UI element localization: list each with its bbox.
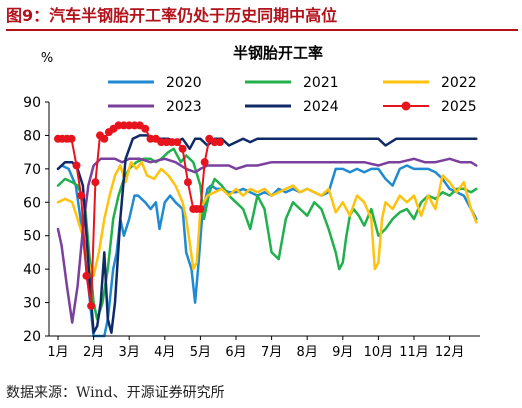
- series-line-2021: [56, 147, 478, 321]
- x-tick-label: 1月: [47, 345, 68, 360]
- series-line-2022: [56, 160, 478, 278]
- y-tick-label: 80: [23, 128, 41, 144]
- series-layer: [54, 121, 478, 338]
- figure-title: 图9：汽车半钢胎开工率仍处于历史同期中高位: [6, 5, 518, 31]
- legend-label-2024: 2024: [303, 99, 339, 115]
- series-point-2025: [82, 271, 91, 280]
- legend-label-2023: 2023: [166, 99, 202, 115]
- x-tick-label: 3月: [119, 345, 140, 360]
- y-tick-label: 70: [23, 162, 41, 178]
- axes: [48, 102, 480, 337]
- chart-container: 半钢胎开工率 % 2020 2021 2022 2023 2024 2025 20 30 40…: [0, 32, 522, 378]
- x-tick-label: 11月: [399, 345, 429, 360]
- figure-title-text: 汽车半钢胎开工率仍处于历史同期中高位: [49, 6, 338, 25]
- series-point-2025: [141, 124, 150, 133]
- series-line-2025: [57, 124, 221, 307]
- figure-source: 数据来源：Wind、开源证券研究所: [6, 385, 225, 401]
- y-tick-label: 90: [23, 95, 41, 111]
- legend: 2020 2021 2022 2023 2024 2025: [108, 75, 477, 115]
- legend-label-2025: 2025: [441, 99, 477, 115]
- y-ticks: 20 30 40 50 60 70 80 90: [23, 95, 49, 345]
- legend-label-2021: 2021: [303, 75, 339, 91]
- y-tick-label: 30: [23, 296, 41, 312]
- x-tick-label: 7月: [261, 345, 282, 360]
- series-point-2025: [72, 161, 81, 170]
- chart-title: 半钢胎开工率: [233, 44, 323, 62]
- legend-marker-2025: [401, 101, 411, 111]
- series-line-2023: [56, 157, 478, 324]
- series-point-2025: [215, 138, 224, 147]
- y-tick-label: 60: [23, 195, 41, 211]
- y-tick-label: 50: [23, 229, 41, 245]
- series-point-2025: [178, 144, 187, 153]
- x-tick-label: 12月: [435, 345, 465, 360]
- y-tick-label: 20: [23, 329, 41, 345]
- series-point-2025: [67, 134, 76, 143]
- series-point-2025: [77, 191, 86, 200]
- y-tick-label: 40: [23, 262, 41, 278]
- series-point-2025: [91, 178, 100, 187]
- x-tick-label: 9月: [332, 345, 353, 360]
- y-axis-unit-label: %: [41, 51, 53, 66]
- x-tick-label: 8月: [297, 345, 318, 360]
- x-tick-label: 6月: [225, 345, 246, 360]
- x-ticks: 1月 2月 3月 4月 5月 6月 7月 8月 9月 10月 11月 12月: [47, 336, 464, 360]
- series-point-2025: [183, 178, 192, 187]
- series-point-2025: [100, 134, 109, 143]
- x-tick-label: 5月: [190, 345, 211, 360]
- x-tick-label: 2月: [83, 345, 104, 360]
- x-tick-label: 10月: [364, 345, 394, 360]
- series-point-2025: [173, 138, 182, 147]
- legend-label-2022: 2022: [441, 75, 477, 91]
- series-point-2025: [87, 301, 96, 310]
- series-point-2025: [200, 158, 209, 167]
- legend-label-2020: 2020: [166, 75, 202, 91]
- series-point-2025: [196, 204, 205, 213]
- x-tick-label: 4月: [154, 345, 175, 360]
- figure-title-prefix: 图9：: [6, 6, 50, 25]
- chart-svg: 半钢胎开工率 % 2020 2021 2022 2023 2024 2025 20 30 40…: [23, 44, 480, 360]
